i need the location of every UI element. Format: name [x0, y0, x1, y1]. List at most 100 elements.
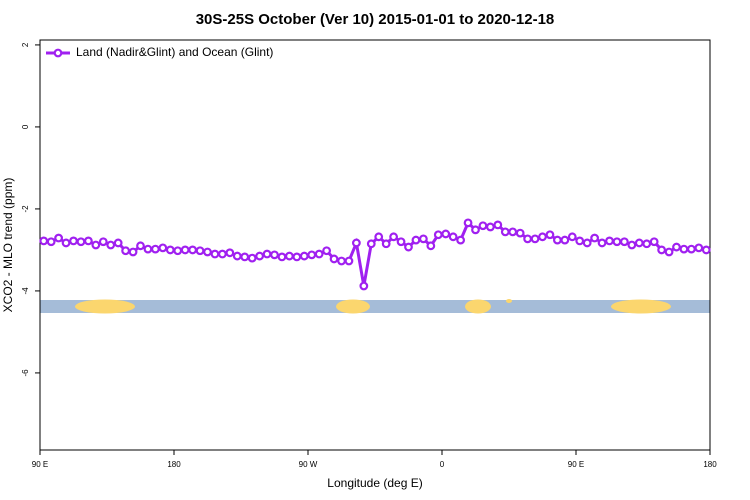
data-point: [351, 238, 361, 248]
land-patch: [465, 299, 491, 314]
chart-title: 30S-25S October (Ver 10) 2015-01-01 to 2…: [196, 11, 555, 28]
data-point: [597, 238, 607, 248]
data-point: [314, 249, 324, 259]
data-point: [478, 221, 488, 231]
data-point: [98, 237, 108, 247]
y-tick-label: -2: [21, 205, 30, 213]
data-point: [523, 234, 533, 244]
data-point: [83, 236, 93, 246]
data-point: [322, 246, 332, 256]
data-point: [701, 245, 711, 255]
x-tick-label: 180: [167, 460, 181, 469]
data-point: [292, 252, 302, 262]
data-point: [232, 251, 242, 261]
data-point: [627, 240, 637, 250]
data-point: [188, 245, 198, 255]
y-tick-label: -6: [21, 369, 30, 377]
data-point: [136, 241, 145, 251]
data-point: [686, 244, 696, 254]
data-point: [679, 244, 689, 254]
x-tick-label: 180: [703, 460, 717, 469]
x-tick-label: 90 W: [299, 460, 318, 469]
legend-marker: [53, 48, 63, 58]
ocean-strip: [40, 300, 710, 313]
data-point: [165, 245, 175, 255]
data-point: [456, 235, 466, 245]
land-patch: [506, 299, 512, 303]
data-point: [441, 229, 451, 239]
data-point: [61, 238, 71, 248]
data-point: [46, 237, 56, 247]
data-point: [418, 234, 428, 244]
data-point: [217, 249, 227, 259]
data-point: [485, 222, 495, 232]
data-point: [575, 236, 585, 246]
land-ocean-band: [40, 299, 710, 314]
legend-label: Land (Nadir&Glint) and Ocean (Glint): [76, 45, 273, 59]
data-point: [530, 234, 540, 244]
data-point: [590, 233, 600, 243]
data-point: [113, 238, 123, 248]
y-tick-label: -4: [21, 287, 30, 295]
data-point: [463, 218, 473, 228]
y-tick-label: 0: [21, 124, 30, 129]
data-point: [471, 225, 480, 235]
data-point: [426, 241, 436, 251]
data-point: [694, 243, 704, 253]
data-point: [404, 242, 413, 252]
data-point: [284, 251, 294, 261]
data-point: [203, 247, 212, 257]
data-point: [433, 230, 443, 240]
data-point: [508, 227, 518, 237]
x-tick-label: 90 E: [568, 460, 584, 469]
data-point: [277, 252, 287, 262]
data-point: [69, 236, 78, 246]
data-point: [173, 246, 183, 256]
data-point: [664, 247, 674, 257]
data-point: [411, 235, 421, 245]
data-point: [389, 232, 399, 242]
data-point: [344, 256, 354, 266]
land-patch: [611, 299, 671, 314]
data-point: [337, 256, 346, 266]
data-point: [195, 246, 205, 256]
plot-frame: [39, 39, 711, 451]
data-point: [128, 247, 138, 257]
data-point: [567, 232, 577, 242]
land-patch: [336, 299, 370, 314]
data-point: [121, 246, 131, 256]
data-point: [649, 237, 659, 247]
data-point: [515, 228, 525, 238]
data-point: [247, 253, 257, 263]
x-tick-label: 90 E: [32, 460, 48, 469]
data-point: [381, 239, 391, 249]
data-point: [552, 235, 562, 245]
data-point: [240, 252, 250, 262]
data-point: [605, 236, 614, 246]
data-point: [76, 237, 86, 247]
data-point: [500, 227, 510, 237]
data-point: [560, 235, 570, 245]
data-point: [106, 240, 116, 250]
data-point: [91, 240, 101, 250]
data-point: [329, 254, 339, 264]
land-patch: [75, 299, 135, 314]
data-point: [634, 238, 644, 248]
data-point: [225, 248, 235, 258]
data-point: [672, 242, 681, 252]
series-line: [43, 220, 707, 287]
data-point: [612, 237, 622, 247]
y-axis-label: XCO2 - MLO trend (ppm): [1, 178, 15, 313]
data-point: [657, 245, 667, 255]
x-axis-label: Longitude (deg E): [327, 476, 422, 490]
data-point: [150, 244, 160, 254]
data-point: [642, 239, 652, 249]
data-point: [366, 239, 376, 249]
data-point: [39, 236, 49, 246]
data-point: [582, 238, 592, 248]
data-point: [54, 233, 64, 243]
data-point: [545, 230, 555, 240]
data-point: [359, 281, 369, 291]
data-point: [493, 220, 503, 230]
data-point: [299, 251, 309, 261]
